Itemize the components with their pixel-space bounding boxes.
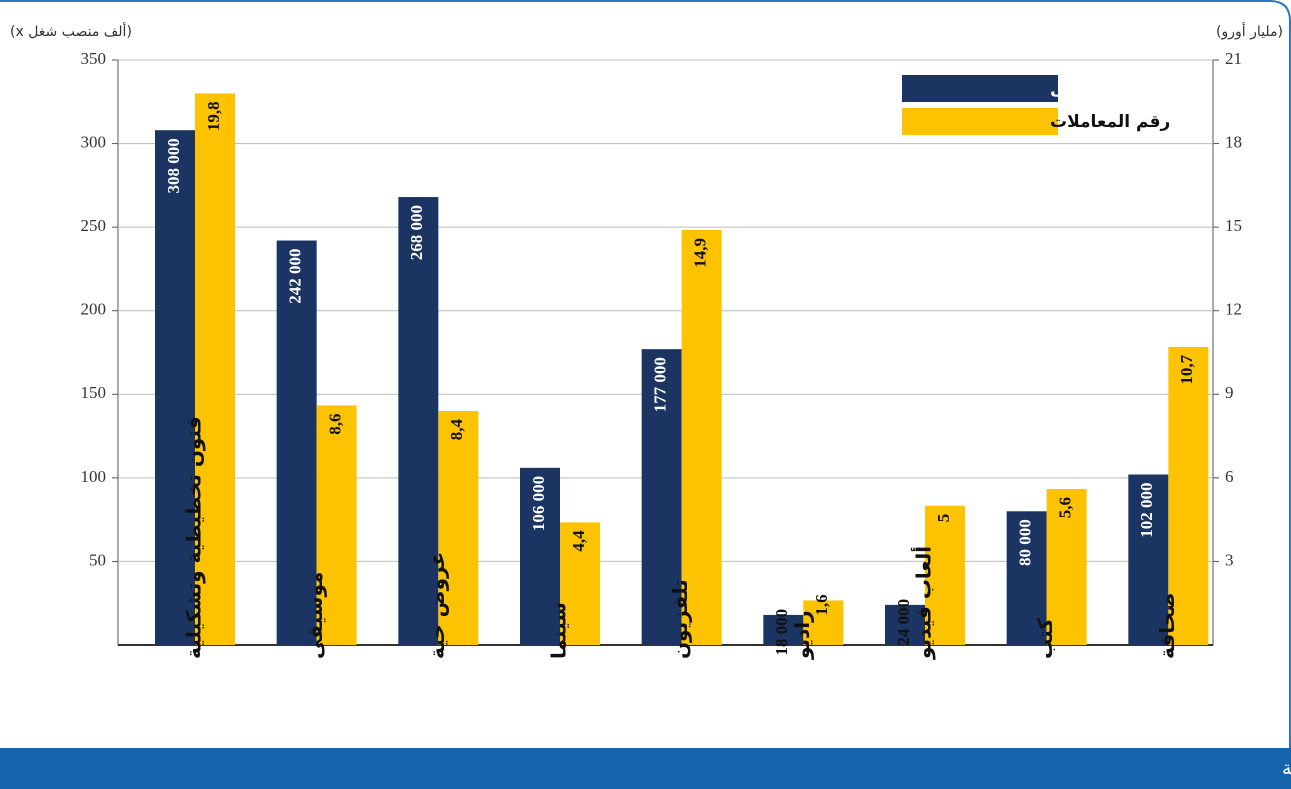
legend-label: رقم المعاملات	[1050, 112, 1170, 132]
y2-tick-label: 12	[1225, 300, 1242, 319]
y-tick-label: 50	[89, 550, 106, 569]
chart-title: رقم المعاملات والتشغيل بالصناعات الثقافي…	[1282, 758, 1291, 780]
value-label: 308 000	[164, 138, 183, 193]
value-label: 106 000	[529, 476, 548, 531]
y2-tick-label: 6	[1225, 467, 1234, 486]
x-tick-label: كتب	[1033, 618, 1057, 659]
value-label: 5	[934, 514, 953, 523]
x-tick-label: سينما	[547, 602, 571, 659]
value-label: 242 000	[286, 249, 305, 304]
value-label: 268 000	[407, 205, 426, 260]
y-tick-label: 200	[81, 300, 107, 319]
y2-tick-label: 9	[1225, 383, 1234, 402]
y2-tick-label: 18	[1225, 132, 1242, 151]
value-label: 80 000	[1016, 519, 1035, 566]
value-label: 177 000	[651, 357, 670, 412]
chart: رقم المعاملات والتشغيل بالصناعات الثقافي…	[0, 0, 1291, 789]
caption-bar	[0, 748, 1291, 789]
value-label: 1,6	[812, 594, 831, 615]
value-label: 8,4	[447, 419, 466, 441]
value-label: 102 000	[1137, 483, 1156, 538]
y-axis-label: (x ألف منصب شغل)	[10, 22, 132, 40]
x-tick-label: صحافة	[1155, 593, 1179, 659]
value-label: 19,8	[204, 101, 223, 131]
x-tick-label: موسيقى	[303, 572, 327, 659]
legend-label: التشغيل	[1050, 79, 1118, 99]
value-label: 10,7	[1177, 354, 1196, 384]
value-label: 14,9	[691, 238, 710, 268]
y-tick-label: 100	[81, 467, 107, 486]
x-tick-label: تلفزيون	[668, 579, 692, 659]
legend-swatch	[902, 75, 1058, 102]
y2-tick-label: 21	[1225, 49, 1242, 68]
x-tick-label: راديو	[790, 610, 814, 660]
y2-tick-label: 3	[1225, 550, 1234, 569]
value-label: 5,6	[1056, 497, 1075, 518]
value-label: 4,4	[569, 530, 588, 552]
x-tick-label: فنون تخطيطية وتشكيلية	[182, 416, 206, 659]
y-tick-label: 150	[81, 383, 107, 402]
y-tick-label: 300	[81, 132, 107, 151]
value-label: 18 000	[772, 609, 791, 656]
y2-tick-label: 15	[1225, 216, 1242, 235]
y-tick-label: 350	[81, 49, 107, 68]
x-tick-label: عروض حية	[425, 552, 449, 659]
y-tick-label: 250	[81, 216, 107, 235]
value-label: 24 000	[894, 599, 913, 646]
value-label: 8,6	[326, 413, 345, 434]
legend-swatch	[902, 108, 1058, 135]
x-tick-label: ألعاب فيديو	[910, 546, 936, 660]
y2-axis-label: (مليار أورو)	[1216, 22, 1283, 40]
